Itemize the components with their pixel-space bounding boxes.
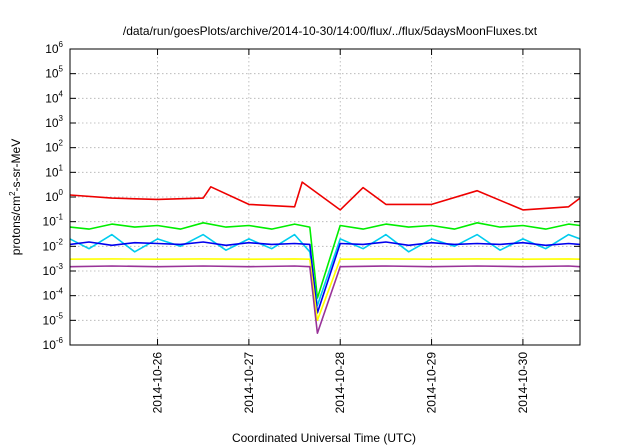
y-tick-label-exp: 0 <box>59 188 64 197</box>
x-tick-label: 2014-10-27 <box>242 352 256 414</box>
y-tick-label: 10-2 <box>43 237 64 253</box>
y-tick-label: 10-3 <box>43 262 64 278</box>
y-tick-label: 100 <box>45 188 63 204</box>
y-tick-label: 101 <box>45 163 63 179</box>
y-tick-label: 10-6 <box>43 336 64 352</box>
y-tick-label-exp: -6 <box>56 336 64 345</box>
y-tick-label-base: 10 <box>43 338 57 352</box>
y-tick-label: 102 <box>45 139 63 155</box>
y-axis-label-sup: 2 <box>8 191 17 196</box>
y-tick-label-exp: 3 <box>59 114 64 123</box>
y-tick-label: 105 <box>45 65 63 81</box>
x-tick-label: 2014-10-28 <box>333 352 347 414</box>
y-tick-label-base: 10 <box>45 190 59 204</box>
x-tick-label: 2014-10-29 <box>425 352 439 414</box>
y-tick-label: 10-5 <box>43 311 64 327</box>
y-tick-label-exp: 6 <box>59 40 64 49</box>
y-tick-label: 10-1 <box>43 213 64 229</box>
y-tick-label-base: 10 <box>43 264 57 278</box>
y-tick-label-base: 10 <box>45 165 59 179</box>
y-tick-label-exp: -4 <box>56 287 64 296</box>
y-tick-label-base: 10 <box>45 116 59 130</box>
series-line-1 <box>69 222 581 299</box>
y-tick-label: 106 <box>45 40 63 56</box>
y-tick-label-base: 10 <box>43 239 57 253</box>
y-tick-label-exp: -1 <box>56 213 64 222</box>
y-tick-label-base: 10 <box>43 215 57 229</box>
x-axis-label: Coordinated Universal Time (UTC) <box>232 431 416 445</box>
axis-ticks <box>70 48 580 346</box>
series-line-3 <box>69 241 581 314</box>
series-line-2 <box>69 233 581 307</box>
y-tick-label: 104 <box>45 89 63 105</box>
y-tick-label: 103 <box>45 114 63 130</box>
chart-title: /data/run/goesPlots/archive/2014-10-30/1… <box>123 24 538 38</box>
series-group <box>69 181 581 335</box>
tick-labels: 10-610-510-410-310-210-11001011021031041… <box>43 40 530 413</box>
y-tick-label-exp: 2 <box>59 139 64 148</box>
y-tick-label-exp: -2 <box>56 237 64 246</box>
grid <box>70 49 580 345</box>
y-tick-label: 10-4 <box>43 287 64 303</box>
y-tick-label-exp: -5 <box>56 311 64 320</box>
y-tick-label-exp: 1 <box>59 163 64 172</box>
y-tick-label-exp: -3 <box>56 262 64 271</box>
y-tick-label-base: 10 <box>45 91 59 105</box>
series-line-6 <box>69 181 581 211</box>
y-tick-label-base: 10 <box>45 42 59 56</box>
y-axis-label-base: protons/cm <box>9 196 23 255</box>
series-line-4 <box>69 258 581 322</box>
series-line-5 <box>69 265 581 335</box>
y-tick-label-base: 10 <box>45 67 59 81</box>
y-tick-label-exp: 4 <box>59 89 64 98</box>
y-axis-label: protons/cm2-s-sr-MeV <box>8 139 23 255</box>
x-tick-label: 2014-10-26 <box>151 352 165 414</box>
y-tick-label-base: 10 <box>43 289 57 303</box>
y-axis-label-rest: -s-sr-MeV <box>9 139 23 192</box>
y-tick-label-base: 10 <box>45 141 59 155</box>
x-tick-label: 2014-10-30 <box>516 352 530 414</box>
y-tick-label-exp: 5 <box>59 65 64 74</box>
y-tick-label-base: 10 <box>43 313 57 327</box>
